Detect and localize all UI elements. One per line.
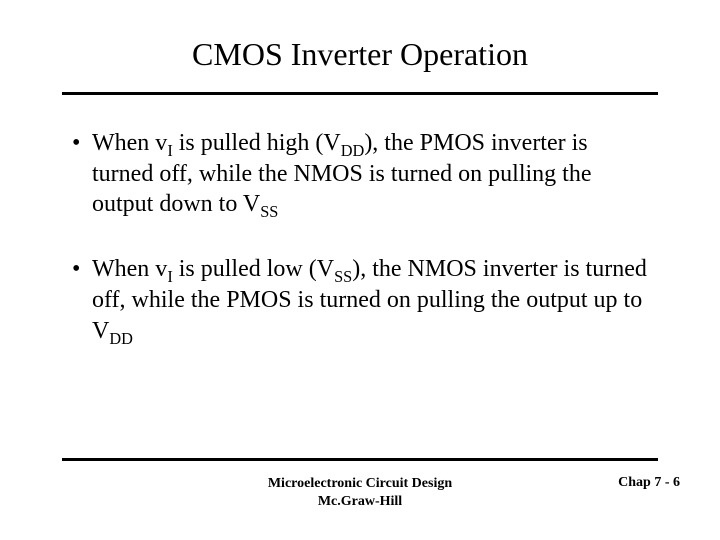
subscript: DD	[341, 141, 365, 160]
bullet-marker-icon: •	[72, 254, 92, 285]
divider-top	[62, 92, 658, 95]
subscript: SS	[260, 202, 278, 221]
bullet-item: • When vI is pulled high (VDD), the PMOS…	[72, 128, 654, 220]
text-run: is pulled high (V	[173, 130, 341, 156]
footer-center: Microelectronic Circuit Design Mc.Graw-H…	[0, 475, 720, 510]
bullet-marker-icon: •	[72, 128, 92, 159]
title-block: CMOS Inverter Operation	[0, 36, 720, 73]
text-run: is pulled low (V	[173, 256, 334, 282]
subscript: DD	[109, 328, 133, 347]
page-title: CMOS Inverter Operation	[0, 36, 720, 73]
footer-page-number: Chap 7 - 6	[618, 475, 680, 491]
footer-line1: Microelectronic Circuit Design	[0, 475, 720, 493]
slide: CMOS Inverter Operation • When vI is pul…	[0, 0, 720, 540]
bullet-text: When vI is pulled high (VDD), the PMOS i…	[92, 128, 654, 220]
bullet-item: • When vI is pulled low (VSS), the NMOS …	[72, 254, 654, 346]
body-content: • When vI is pulled high (VDD), the PMOS…	[72, 128, 654, 380]
text-run: When v	[92, 256, 167, 282]
bullet-text: When vI is pulled low (VSS), the NMOS in…	[92, 254, 654, 346]
footer-line2: Mc.Graw-Hill	[0, 493, 720, 511]
footer: Microelectronic Circuit Design Mc.Graw-H…	[0, 475, 720, 525]
text-run: When v	[92, 130, 167, 156]
divider-bottom	[62, 458, 658, 461]
subscript: SS	[334, 267, 352, 286]
